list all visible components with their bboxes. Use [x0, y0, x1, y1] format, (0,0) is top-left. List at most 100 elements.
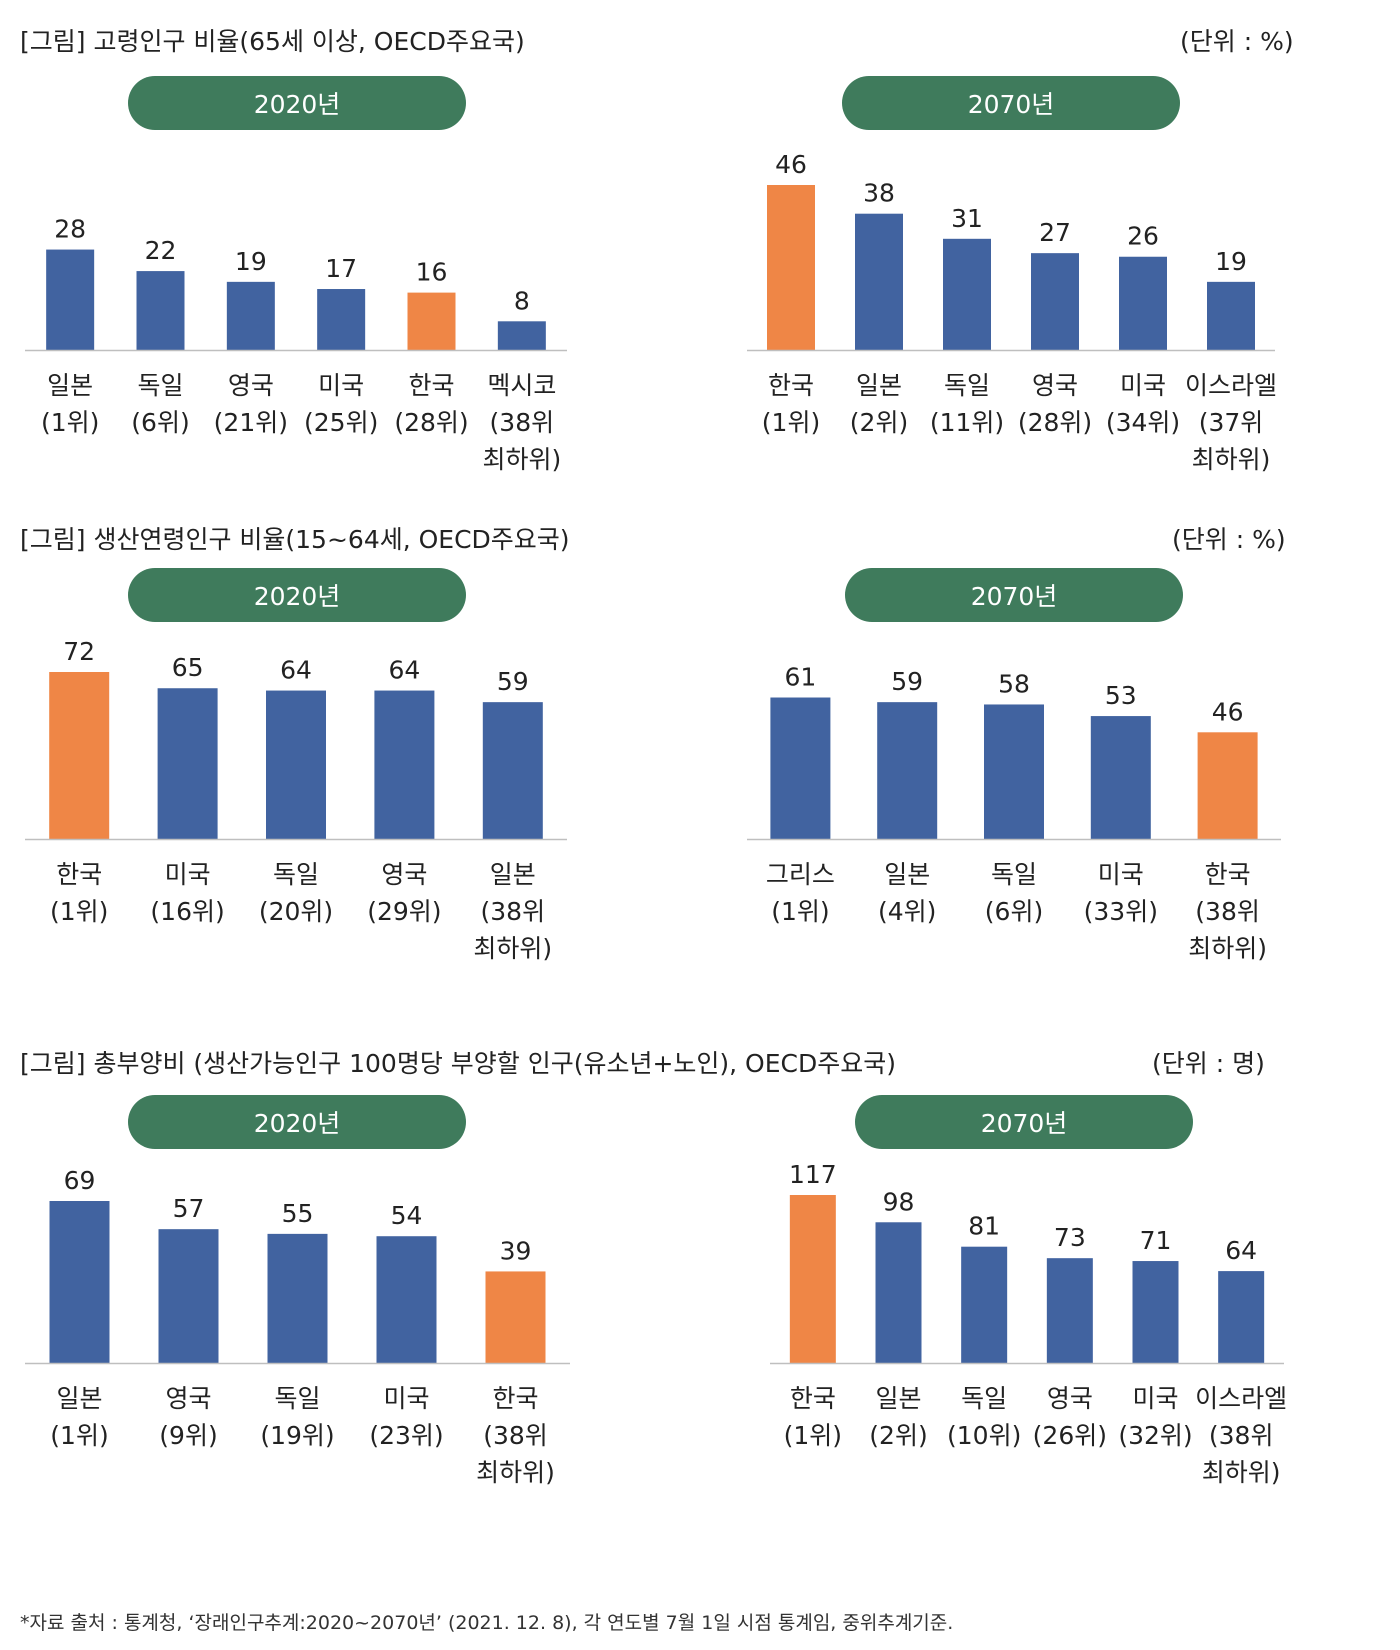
category-label: (33위): [1084, 897, 1158, 926]
category-label: 한국: [790, 1384, 836, 1413]
source-footnote: *자료 출처 : 통계청, ‘장래인구추계:2020~2070년’ (2021.…: [20, 1612, 954, 1634]
data-label: 59: [497, 667, 529, 696]
data-label: 19: [235, 247, 267, 276]
year-pill-working-2020: 2020년: [128, 568, 466, 622]
category-label: (26위): [1033, 1421, 1107, 1450]
category-label: (38위: [483, 1421, 548, 1450]
category-label: 한국: [1205, 860, 1251, 889]
category-label: (6위): [131, 408, 189, 437]
category-label: (11위): [930, 408, 1004, 437]
bar: [266, 690, 326, 839]
category-label: 미국: [1132, 1384, 1178, 1413]
bar: [1132, 1261, 1179, 1363]
bar: [407, 292, 456, 350]
data-label: 17: [325, 254, 357, 283]
data-label: 31: [951, 204, 983, 233]
category-label: 미국: [383, 1384, 429, 1413]
category-label: 최하위): [1188, 934, 1267, 963]
bar: [49, 1201, 110, 1363]
category-label: (34위): [1106, 408, 1180, 437]
bar: [1090, 716, 1151, 839]
category-label: 미국: [165, 860, 211, 889]
category-label: (19위): [260, 1421, 334, 1450]
category-label: (29위): [367, 897, 441, 926]
bar: [984, 704, 1044, 839]
unit-label-elderly: (단위 : %): [1180, 27, 1294, 56]
unit-label-working-age: (단위 : %): [1172, 525, 1286, 554]
category-label: 멕시코: [487, 371, 556, 400]
bar: [767, 185, 815, 350]
data-label: 64: [280, 656, 312, 685]
data-label: 46: [775, 150, 807, 179]
year-pill-working-2070: 2070년: [845, 568, 1183, 622]
data-label: 16: [416, 258, 448, 287]
category-label: 독일: [991, 860, 1037, 889]
category-label: (1위): [762, 408, 820, 437]
year-pill-elderly-2070: 2070년: [842, 76, 1180, 130]
category-label: (20위): [259, 897, 333, 926]
category-label: (2위): [850, 408, 908, 437]
category-label: 최하위): [473, 934, 552, 963]
bar: [49, 672, 110, 839]
bar: [875, 1222, 922, 1363]
category-label: (6위): [985, 897, 1043, 926]
data-label: 73: [1054, 1223, 1086, 1252]
data-label: 54: [391, 1201, 423, 1230]
category-label: (1위): [771, 897, 829, 926]
bar: [376, 1236, 437, 1363]
category-label: 영국: [165, 1384, 211, 1413]
year-pill-dependency-2070: 2070년: [855, 1095, 1193, 1149]
data-label: 55: [282, 1199, 314, 1228]
category-label: (37위: [1199, 408, 1264, 437]
bar: [1197, 732, 1258, 839]
data-label: 22: [145, 236, 177, 265]
category-label: 일본: [875, 1384, 921, 1413]
data-label: 81: [968, 1212, 1000, 1241]
category-label: (21위): [214, 408, 288, 437]
category-label: 일본: [47, 371, 93, 400]
bar: [943, 238, 991, 350]
bar: [961, 1246, 1008, 1363]
category-label: 독일: [961, 1384, 1007, 1413]
category-label: (2위): [869, 1421, 927, 1450]
category-label: (1위): [784, 1421, 842, 1450]
category-label: 한국: [768, 371, 814, 400]
data-label: 98: [883, 1187, 915, 1216]
category-label: 영국: [228, 371, 274, 400]
bar: [482, 702, 543, 839]
data-label: 57: [173, 1194, 205, 1223]
unit-label-dependency: (단위 : 명): [1152, 1049, 1265, 1078]
category-label: (9위): [159, 1421, 217, 1450]
bar: [267, 1233, 328, 1363]
category-label: (23위): [369, 1421, 443, 1450]
category-label: 이스라엘: [1185, 371, 1277, 400]
data-label: 19: [1215, 247, 1247, 276]
data-label: 117: [789, 1160, 837, 1189]
category-label: (1위): [50, 897, 108, 926]
category-label: (38위: [481, 897, 546, 926]
category-label: 영국: [1032, 371, 1078, 400]
data-label: 71: [1140, 1226, 1172, 1255]
bar: [158, 1229, 219, 1363]
category-label: (32위): [1118, 1421, 1192, 1450]
category-label: 미국: [318, 371, 364, 400]
category-label: 영국: [381, 860, 427, 889]
category-label: 일본: [56, 1384, 102, 1413]
bar: [317, 289, 366, 350]
data-label: 27: [1039, 218, 1071, 247]
category-label: 미국: [1120, 371, 1166, 400]
category-label: (4위): [878, 897, 936, 926]
category-label: 영국: [1047, 1384, 1093, 1413]
category-label: (38위: [490, 408, 555, 437]
category-label: 한국: [492, 1384, 538, 1413]
data-label: 46: [1212, 697, 1244, 726]
bar: [789, 1195, 836, 1363]
section-title-elderly: [그림] 고령인구 비율(65세 이상, OECD주요국): [20, 27, 525, 56]
category-label: (28위): [1018, 408, 1092, 437]
year-pill-dependency-2020: 2020년: [128, 1095, 466, 1149]
category-label: 독일: [944, 371, 990, 400]
data-label: 39: [500, 1236, 532, 1265]
